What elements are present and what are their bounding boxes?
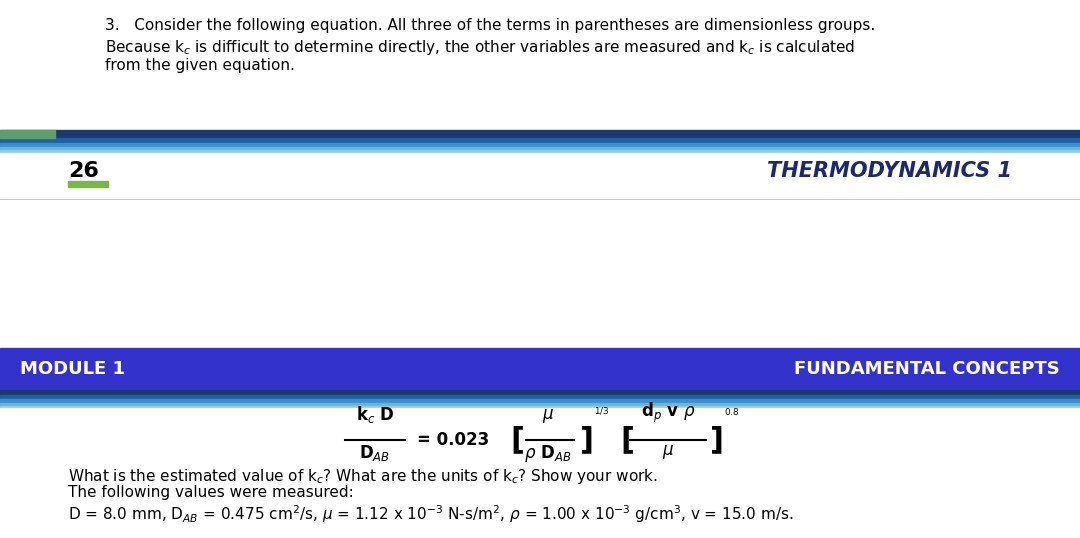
Text: What is the estimated value of k$_c$? What are the units of k$_c$? Show your wor: What is the estimated value of k$_c$? Wh… bbox=[68, 467, 658, 486]
Text: $\mu$: $\mu$ bbox=[662, 443, 674, 461]
Text: 26: 26 bbox=[68, 161, 99, 181]
Text: The following values were measured:: The following values were measured: bbox=[68, 485, 354, 500]
Text: ]: ] bbox=[710, 426, 724, 455]
Bar bbox=[0, 147, 1080, 150]
Bar bbox=[0, 403, 1080, 406]
Bar bbox=[0, 390, 1080, 395]
Bar bbox=[0, 399, 1080, 403]
Text: MODULE 1: MODULE 1 bbox=[21, 360, 125, 378]
Text: $^{1/3}$: $^{1/3}$ bbox=[594, 408, 609, 421]
Text: $^{0.8}$: $^{0.8}$ bbox=[724, 408, 739, 421]
Text: 3.   Consider the following equation. All three of the terms in parentheses are : 3. Consider the following equation. All … bbox=[105, 18, 875, 33]
Text: = 0.023: = 0.023 bbox=[417, 431, 489, 449]
Text: from the given equation.: from the given equation. bbox=[105, 58, 295, 73]
Text: k$_c$ D: k$_c$ D bbox=[355, 404, 394, 425]
Bar bbox=[68, 181, 108, 187]
Text: THERMODYNAMICS 1: THERMODYNAMICS 1 bbox=[767, 161, 1012, 181]
Bar bbox=[0, 138, 1080, 143]
Bar bbox=[0, 130, 1080, 138]
Text: Because k$_c$ is difficult to determine directly, the other variables are measur: Because k$_c$ is difficult to determine … bbox=[105, 38, 855, 57]
Text: D = 8.0 mm, D$_{AB}$ = 0.475 cm$^2$/s, $\mu$ = 1.12 x 10$^{-3}$ N-s/m$^2$, $\rho: D = 8.0 mm, D$_{AB}$ = 0.475 cm$^2$/s, $… bbox=[68, 503, 794, 525]
Text: ]: ] bbox=[580, 426, 594, 455]
Bar bbox=[0, 406, 1080, 408]
Bar bbox=[0, 200, 1080, 538]
Text: FUNDAMENTAL CONCEPTS: FUNDAMENTAL CONCEPTS bbox=[794, 360, 1059, 378]
Text: d$_p$ v $\rho$: d$_p$ v $\rho$ bbox=[640, 401, 696, 425]
Text: [: [ bbox=[510, 426, 524, 455]
Bar bbox=[0, 395, 1080, 399]
Bar bbox=[0, 348, 1080, 390]
Text: $\rho$ D$_{AB}$: $\rho$ D$_{AB}$ bbox=[524, 443, 571, 464]
Bar bbox=[0, 408, 1080, 538]
Bar bbox=[0, 130, 55, 138]
Bar bbox=[0, 153, 1080, 198]
Text: $\mu$: $\mu$ bbox=[542, 407, 554, 425]
Bar bbox=[0, 0, 1080, 130]
Text: D$_{AB}$: D$_{AB}$ bbox=[360, 443, 391, 463]
Bar bbox=[0, 150, 1080, 153]
Bar bbox=[0, 143, 1080, 147]
Text: [: [ bbox=[620, 426, 634, 455]
